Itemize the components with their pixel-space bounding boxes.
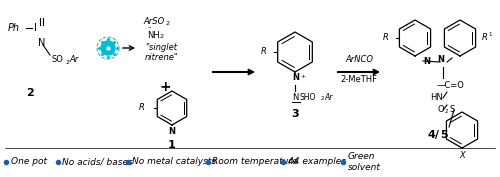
Text: nitrene": nitrene"	[145, 53, 179, 62]
Text: 2: 2	[445, 109, 448, 114]
Text: R: R	[139, 104, 145, 113]
Circle shape	[101, 41, 115, 55]
Text: N: N	[168, 127, 175, 136]
Text: X: X	[459, 150, 465, 159]
Text: ArNCO: ArNCO	[345, 56, 373, 64]
Text: 1: 1	[168, 140, 176, 150]
Text: +: +	[300, 73, 305, 79]
Text: Ar: Ar	[324, 93, 332, 101]
Text: HN: HN	[430, 93, 443, 102]
Text: Ar: Ar	[69, 56, 78, 64]
Text: Green
solvent: Green solvent	[348, 152, 380, 172]
Text: SHO: SHO	[300, 93, 316, 101]
Text: 3: 3	[291, 109, 299, 119]
Text: No acids/ bases: No acids/ bases	[62, 158, 133, 167]
Text: 1: 1	[488, 33, 492, 38]
Text: Room temperature: Room temperature	[212, 158, 298, 167]
Text: 2: 2	[159, 34, 163, 39]
Text: "singlet: "singlet	[145, 42, 177, 52]
Text: N: N	[437, 56, 444, 64]
Text: —C=O: —C=O	[437, 81, 465, 90]
Text: One pot: One pot	[11, 158, 47, 167]
Text: N: N	[292, 93, 298, 101]
Text: 2: 2	[65, 59, 69, 64]
Text: ArSO: ArSO	[143, 18, 164, 27]
Text: S: S	[449, 105, 454, 115]
Text: NH: NH	[147, 30, 160, 39]
Text: N: N	[292, 73, 299, 82]
Text: Ph: Ph	[8, 23, 20, 33]
Text: 2: 2	[166, 21, 170, 26]
Text: 2: 2	[321, 96, 324, 101]
Text: 2: 2	[26, 88, 34, 98]
Text: No metal catalysts: No metal catalysts	[132, 158, 216, 167]
Text: R: R	[383, 33, 389, 42]
Text: ··: ··	[147, 25, 152, 31]
Text: 2-MeTHF: 2-MeTHF	[340, 75, 378, 84]
Text: O: O	[437, 105, 444, 115]
Text: SO: SO	[51, 56, 63, 64]
Text: N: N	[423, 56, 430, 65]
Text: 5: 5	[440, 130, 448, 140]
Text: +: +	[159, 80, 171, 94]
Text: 44 examples: 44 examples	[288, 158, 346, 167]
Text: R: R	[261, 47, 267, 56]
Text: I: I	[34, 23, 37, 33]
Text: 4/: 4/	[428, 130, 440, 140]
Text: N: N	[38, 38, 46, 48]
Text: R: R	[482, 33, 488, 42]
